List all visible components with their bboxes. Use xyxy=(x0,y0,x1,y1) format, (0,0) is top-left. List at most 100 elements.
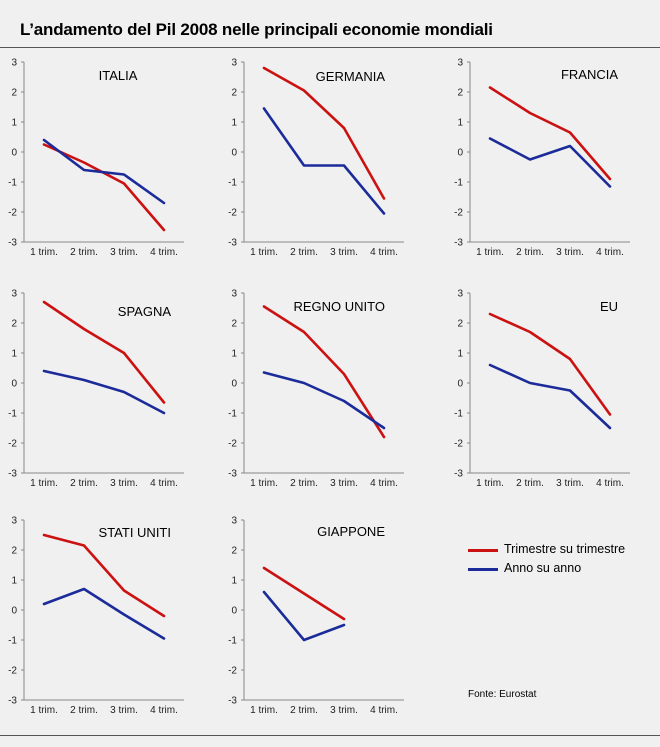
data-point-yoy xyxy=(263,107,265,110)
y-tick-label: -2 xyxy=(454,208,463,219)
chart-panel: 3 2 1 0 -1 -2 -3 1 trim. 2 trim. 3 trim. 4 trim. FR… xyxy=(454,58,630,258)
data-point-qoq xyxy=(529,112,531,114)
x-tick-label: 2 trim. xyxy=(70,247,98,258)
series-line-yoy xyxy=(262,107,386,215)
x-tick-label: 1 trim. xyxy=(250,247,278,258)
data-point-yoy xyxy=(529,382,531,384)
series-line-qoq xyxy=(488,86,612,181)
y-tick-label: 0 xyxy=(11,379,17,390)
y-tick-label: 2 xyxy=(231,319,237,330)
y-tick-label: 2 xyxy=(457,319,463,330)
data-point-yoy xyxy=(163,412,165,414)
y-tick-label: 1 xyxy=(231,576,237,587)
y-tick-label: 1 xyxy=(457,118,463,129)
y-tick-label: 1 xyxy=(11,349,17,360)
bottom-divider xyxy=(0,735,660,736)
y-tick-label: 2 xyxy=(231,546,237,557)
x-tick-label: 4 trim. xyxy=(370,478,398,489)
chart-title: SPAGNA xyxy=(118,304,172,319)
y-tick-label: -2 xyxy=(228,439,237,450)
x-tick-label: 1 trim. xyxy=(30,705,58,716)
chart-title: EU xyxy=(600,299,618,314)
data-point-yoy xyxy=(343,164,345,167)
y-tick-label: 1 xyxy=(231,349,237,360)
y-tick-label: -3 xyxy=(228,469,237,480)
data-point-qoq xyxy=(609,413,611,416)
y-tick-label: -3 xyxy=(228,238,237,249)
chart-title: GIAPPONE xyxy=(317,524,385,539)
series-line-qoq xyxy=(42,300,166,404)
chart-panel: 3 2 1 0 -1 -2 -3 1 trim. 2 trim. 3 trim. 4 trim. RE… xyxy=(228,289,404,489)
data-point-qoq xyxy=(163,401,165,404)
x-tick-label: 4 trim. xyxy=(370,247,398,258)
x-tick-label: 1 trim. xyxy=(476,247,504,258)
data-point-yoy xyxy=(123,391,125,393)
series-line-qoq xyxy=(42,143,166,232)
x-tick-label: 2 trim. xyxy=(290,478,318,489)
data-point-qoq xyxy=(263,567,265,569)
data-point-yoy xyxy=(263,591,265,593)
data-point-qoq xyxy=(489,313,491,315)
legend-label-qoq: Trimestre su trimestre xyxy=(504,542,626,556)
y-tick-label: -3 xyxy=(8,469,17,480)
data-point-qoq xyxy=(163,229,165,231)
chart-panel: 3 2 1 0 -1 -2 -3 1 trim. 2 trim. 3 trim. 4 trim. GE… xyxy=(228,58,404,258)
y-tick-label: 0 xyxy=(457,148,463,159)
data-point-qoq xyxy=(83,161,85,164)
x-tick-label: 2 trim. xyxy=(70,478,98,489)
y-tick-label: -2 xyxy=(228,666,237,677)
x-tick-label: 4 trim. xyxy=(596,247,624,258)
y-tick-label: -1 xyxy=(8,409,17,420)
data-point-qoq xyxy=(343,373,345,375)
y-tick-label: 0 xyxy=(11,148,17,159)
legend-swatch-qoq xyxy=(468,549,498,552)
y-tick-label: -2 xyxy=(8,439,17,450)
y-tick-label: -1 xyxy=(8,636,17,647)
series-line-yoy xyxy=(42,138,166,205)
legend-label-yoy: Anno su anno xyxy=(504,561,582,575)
series-line-yoy xyxy=(262,590,346,642)
data-point-yoy xyxy=(83,169,85,171)
data-point-qoq xyxy=(489,86,491,89)
y-tick-label: 1 xyxy=(11,576,17,587)
data-point-qoq xyxy=(43,143,45,146)
x-tick-label: 4 trim. xyxy=(150,705,178,716)
data-point-yoy xyxy=(343,400,345,402)
chart-title: GERMANIA xyxy=(316,69,386,84)
data-point-yoy xyxy=(489,364,491,366)
series-line-yoy xyxy=(488,363,612,430)
data-point-qoq xyxy=(123,352,125,354)
y-tick-label: 3 xyxy=(457,289,463,300)
y-tick-label: 3 xyxy=(231,58,237,69)
top-divider xyxy=(0,47,660,48)
y-tick-label: 0 xyxy=(11,606,17,617)
series-line-yoy xyxy=(262,371,386,430)
x-tick-label: 2 trim. xyxy=(516,247,544,258)
data-point-qoq xyxy=(569,358,571,360)
y-tick-label: -1 xyxy=(454,178,463,189)
x-tick-label: 2 trim. xyxy=(290,247,318,258)
y-tick-label: 0 xyxy=(457,379,463,390)
data-point-qoq xyxy=(569,131,571,134)
x-tick-label: 3 trim. xyxy=(110,705,138,716)
data-point-yoy xyxy=(303,382,305,384)
chart-title: FRANCIA xyxy=(561,67,618,82)
y-tick-label: 2 xyxy=(11,546,17,557)
data-point-qoq xyxy=(529,331,531,333)
data-point-yoy xyxy=(609,427,611,429)
data-point-qoq xyxy=(83,328,85,330)
data-point-qoq xyxy=(343,127,345,129)
x-tick-label: 2 trim. xyxy=(70,705,98,716)
data-point-yoy xyxy=(163,637,165,640)
data-point-yoy xyxy=(383,427,385,429)
x-tick-label: 3 trim. xyxy=(556,247,584,258)
data-point-yoy xyxy=(83,588,85,590)
series-line-qoq xyxy=(488,312,612,416)
y-tick-label: 3 xyxy=(11,58,17,69)
chart-panel: 3 2 1 0 -1 -2 -3 1 trim. 2 trim. 3 trim. 4 trim. SP… xyxy=(8,289,184,489)
chart-panel: 3 2 1 0 -1 -2 -3 1 trim. 2 trim. 3 trim. 4 trim. ST… xyxy=(8,516,184,716)
x-tick-label: 3 trim. xyxy=(330,705,358,716)
y-tick-label: -2 xyxy=(8,666,17,677)
data-point-yoy xyxy=(529,158,531,161)
